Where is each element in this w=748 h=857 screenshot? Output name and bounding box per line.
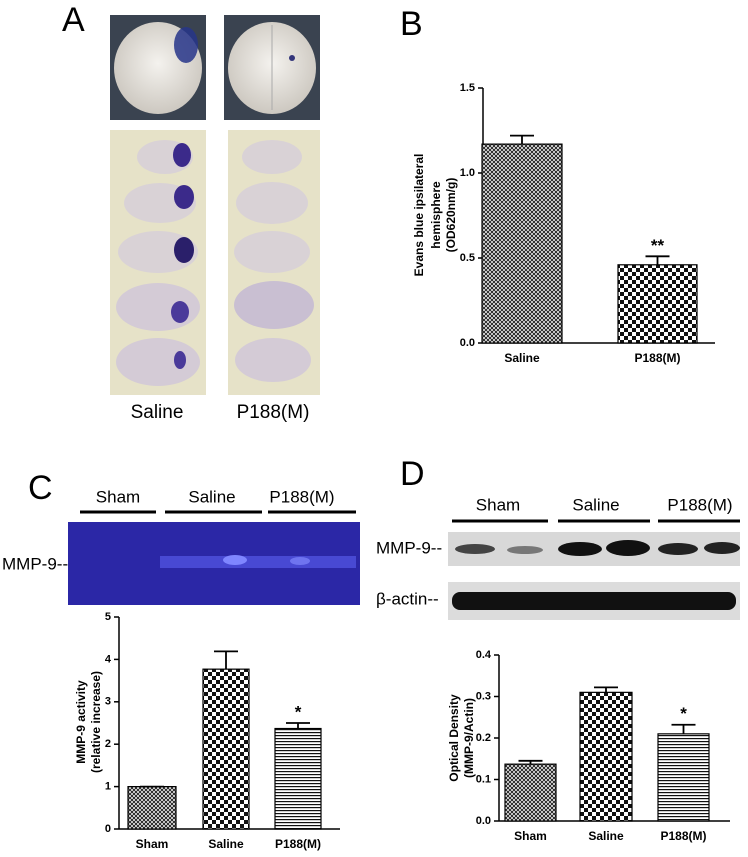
band-label: MMP-9--: [2, 554, 68, 573]
significance: *: [680, 704, 687, 723]
panel-letter: D: [400, 455, 425, 493]
y-tick-label: 0.0: [460, 337, 475, 349]
x-tick-label: P188(M): [275, 837, 321, 851]
panel-letter: A: [62, 1, 85, 39]
y-tick-label: 0.4: [476, 649, 492, 661]
x-tick-label: Saline: [588, 829, 624, 843]
panel-letter: C: [28, 469, 53, 507]
bar: [274, 727, 322, 830]
x-tick-label: P188(M): [660, 829, 706, 843]
bar: [579, 691, 633, 822]
y-axis-label: (MMP-9/Actin): [462, 698, 476, 778]
group-label: P188(M): [237, 402, 310, 423]
error-bar: [518, 759, 543, 765]
error-bar: [671, 723, 696, 734]
error-bar: [645, 255, 670, 265]
panel-letter: B: [400, 5, 423, 43]
lane-label: P188(M): [269, 487, 334, 506]
y-tick-label: 0.0: [476, 815, 491, 827]
bar: [657, 733, 710, 822]
y-tick-label: 1.5: [460, 82, 475, 94]
western-blot: [448, 532, 740, 620]
y-axis-label: (OD620nm/g): [444, 178, 458, 253]
lane-label: Saline: [572, 495, 619, 514]
y-axis-label: MMP-9 activity: [74, 680, 88, 764]
y-tick-label: 1: [105, 781, 111, 793]
y-tick-label: 3: [105, 696, 111, 708]
error-bar: [594, 686, 618, 693]
y-axis-label: Optical Density: [447, 694, 461, 782]
y-tick-label: 0.3: [476, 690, 491, 702]
significance: **: [651, 236, 665, 255]
lane-label: Sham: [96, 487, 140, 506]
lane-label: P188(M): [667, 495, 732, 514]
bar: [202, 668, 250, 830]
y-tick-label: 2: [105, 738, 111, 750]
error-bar: [510, 134, 534, 145]
lane-label: Sham: [476, 495, 520, 514]
y-tick-label: 0.1: [476, 773, 491, 785]
y-tick-label: 5: [105, 611, 111, 623]
y-axis-label: (relative increase): [89, 671, 103, 773]
y-axis-label: Evans blue ipsilateral: [412, 154, 426, 277]
y-tick-label: 0: [105, 823, 111, 835]
zymogram: [68, 522, 360, 605]
bar: [127, 785, 177, 830]
y-tick-label: 0.5: [460, 252, 475, 264]
y-tick-label: 4: [105, 653, 112, 665]
x-tick-label: Saline: [504, 351, 540, 365]
bar: [504, 763, 557, 822]
significance: *: [295, 702, 302, 721]
y-axis-label: hemisphere: [429, 181, 443, 249]
brain-sections: [110, 130, 320, 395]
bar: [617, 264, 698, 344]
error-bar: [286, 722, 310, 729]
x-tick-label: Sham: [514, 829, 547, 843]
y-tick-label: 0.2: [476, 732, 491, 744]
band-label: β-actin--: [376, 589, 439, 608]
lane-label: Saline: [188, 487, 235, 506]
x-tick-label: Saline: [208, 837, 244, 851]
brain-photo: [110, 15, 320, 120]
x-tick-label: Sham: [136, 837, 169, 851]
error-bar: [214, 650, 238, 670]
x-tick-label: P188(M): [634, 351, 680, 365]
bar: [481, 143, 563, 344]
y-tick-label: 1.0: [460, 167, 475, 179]
group-label: Saline: [131, 402, 184, 423]
band-label: MMP-9--: [376, 538, 442, 557]
